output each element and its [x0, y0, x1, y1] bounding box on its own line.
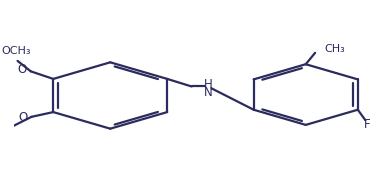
Text: H: H [204, 78, 213, 91]
Text: CH₃: CH₃ [325, 45, 345, 54]
Text: N: N [204, 86, 213, 99]
Text: OCH₃: OCH₃ [1, 46, 30, 56]
Text: O: O [19, 111, 28, 124]
Text: F: F [364, 118, 371, 131]
Text: O: O [18, 62, 27, 76]
